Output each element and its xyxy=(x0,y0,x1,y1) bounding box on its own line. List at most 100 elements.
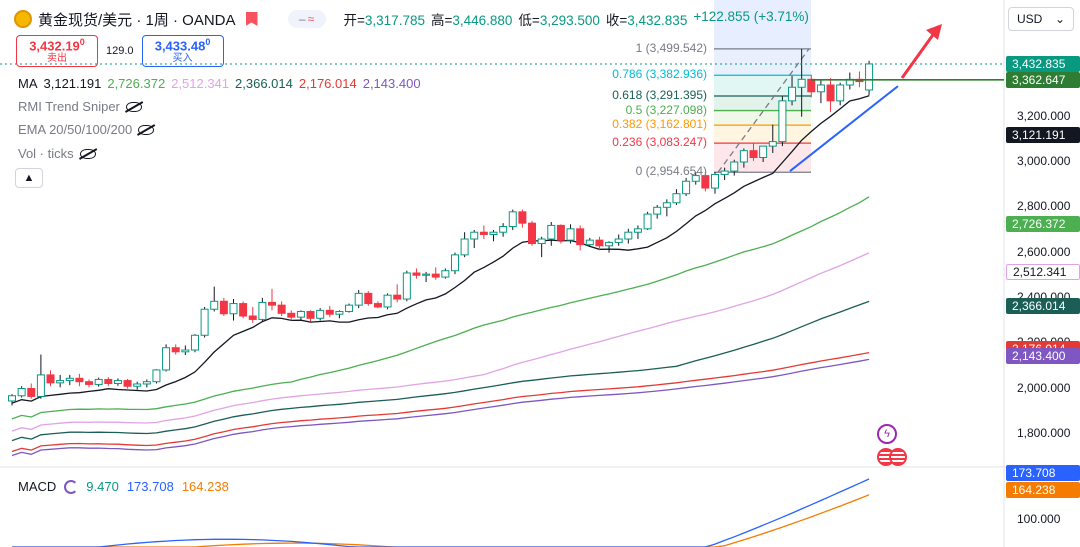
candle-body xyxy=(171,347,180,353)
candle-body xyxy=(239,303,248,317)
price-tick-label: 2,000.000 xyxy=(1017,380,1071,395)
arrow-head xyxy=(926,24,942,40)
candle-body xyxy=(528,222,537,245)
candle-body xyxy=(710,173,719,189)
price-tag: 2,512.341 xyxy=(1006,264,1080,281)
ma-label: MA xyxy=(18,76,38,91)
refresh-icon[interactable] xyxy=(64,479,79,494)
macd-tag: 164.238 xyxy=(1006,482,1080,498)
candle-body xyxy=(46,374,55,384)
open-label: 开 xyxy=(343,13,358,28)
candle-body xyxy=(470,231,479,240)
buy-price: 3,433.48 xyxy=(154,38,206,54)
sell-price-sup: 0 xyxy=(79,36,85,47)
fib-level-label: 0.5 (3,227.098) xyxy=(625,102,707,117)
gold-logo-icon xyxy=(14,10,32,28)
arrow-line xyxy=(900,31,937,79)
price-tag: 3,121.191 xyxy=(1006,126,1080,143)
fib-zone xyxy=(714,48,811,76)
eye-hidden-icon[interactable] xyxy=(79,148,96,159)
fib-level-label: 0.786 (3,382.936) xyxy=(612,67,707,82)
candle-body xyxy=(807,78,816,93)
candle-body xyxy=(277,304,286,314)
ma-value-2: 2,726.372 xyxy=(107,76,166,91)
candle-body xyxy=(364,292,373,305)
macd-signal-value: 164.238 xyxy=(181,479,229,494)
candle-body xyxy=(730,161,739,172)
visibility-toggle[interactable]: – ≈ xyxy=(287,10,326,28)
candle-body xyxy=(691,175,700,182)
candle-body xyxy=(248,315,257,320)
candle-body xyxy=(605,241,614,247)
candle-body xyxy=(595,239,604,247)
ma-value-6: 2,143.400 xyxy=(362,76,421,91)
price-tick-label: 3,200.000 xyxy=(1017,108,1071,123)
low-label: 低 xyxy=(518,13,532,28)
candle-body xyxy=(383,294,392,308)
lightning-icon[interactable]: ϟ xyxy=(877,424,897,444)
ma-value-1: 3,121.191 xyxy=(43,76,102,91)
macd-label: MACD xyxy=(18,479,57,494)
candle-body xyxy=(133,383,142,387)
rmi-label: RMI Trend Sniper xyxy=(18,99,120,114)
buy-label: 买入 xyxy=(172,53,193,65)
candle-body xyxy=(450,254,459,272)
eye-hidden-icon[interactable] xyxy=(138,124,155,135)
candle-body xyxy=(94,378,103,385)
candle-body xyxy=(585,239,594,246)
macd-line xyxy=(12,478,870,547)
ma-legend[interactable]: MA 3,121.191 2,726.372 2,512.341 2,366.0… xyxy=(18,76,421,91)
candle-body xyxy=(720,170,729,175)
candle-body xyxy=(113,380,122,385)
candle-body xyxy=(27,388,36,397)
candle-body xyxy=(662,202,671,208)
open-value: 3,317.785 xyxy=(364,13,425,28)
candle-body xyxy=(508,211,517,228)
price-tick-label: 3,000.000 xyxy=(1017,154,1071,168)
fib-zone xyxy=(714,75,811,96)
us-flag-icon[interactable] xyxy=(889,448,907,466)
candle-body xyxy=(518,211,527,224)
candle-body xyxy=(547,224,556,240)
close-label: 收 xyxy=(605,13,620,28)
chevron-up-icon[interactable]: ▲ xyxy=(15,168,43,188)
candle-body xyxy=(643,213,652,230)
eye-hidden-icon[interactable] xyxy=(125,101,142,112)
candle-body xyxy=(556,224,565,241)
spread-value: 129.0 xyxy=(106,45,134,57)
candle-body xyxy=(316,309,325,319)
candle-body xyxy=(142,381,151,385)
candle-body xyxy=(701,175,710,189)
candle-body xyxy=(210,300,219,310)
trade-panel: 3,432.190 卖出 129.0 3,433.480 买入 xyxy=(16,35,224,67)
ema-legend[interactable]: EMA 20/50/100/200 xyxy=(18,122,155,137)
currency-select[interactable]: USD ⌄ xyxy=(1008,7,1074,31)
vol-legend[interactable]: Vol · ticks xyxy=(18,146,96,161)
buy-price-sup: 0 xyxy=(205,36,211,47)
candle-body xyxy=(682,180,691,195)
candle-body xyxy=(258,301,267,320)
candle-body xyxy=(287,312,296,318)
high-value: 3,446.880 xyxy=(452,13,513,28)
candle-body xyxy=(104,378,113,385)
candle-body xyxy=(306,310,315,319)
price-tag: 2,366.014 xyxy=(1006,297,1080,314)
symbol-title[interactable]: 黄金现货/美元 · 1周 · OANDA xyxy=(38,11,236,29)
buy-button[interactable]: 3,433.480 买入 xyxy=(141,35,224,67)
fib-level-label: 0.618 (3,291.395) xyxy=(612,87,707,102)
high-label: 高 xyxy=(430,13,445,28)
ma-line-1 xyxy=(11,95,870,404)
rmi-legend[interactable]: RMI Trend Sniper xyxy=(18,99,142,114)
flag-tag-icon[interactable] xyxy=(245,12,258,26)
candle-body xyxy=(431,273,440,278)
close-value: 3,432.835 xyxy=(627,13,688,28)
candle-body xyxy=(268,301,277,306)
candle-body xyxy=(865,63,874,91)
sell-button[interactable]: 3,432.190 卖出 xyxy=(16,35,98,67)
candle-body xyxy=(749,150,758,158)
price-tag: 3,362.647 xyxy=(1006,71,1080,88)
macd-legend[interactable]: MACD 9.470 173.708 164.238 xyxy=(18,479,229,494)
price-tick-label: 1,800.000 xyxy=(1017,425,1071,440)
fib-zone xyxy=(714,110,811,126)
